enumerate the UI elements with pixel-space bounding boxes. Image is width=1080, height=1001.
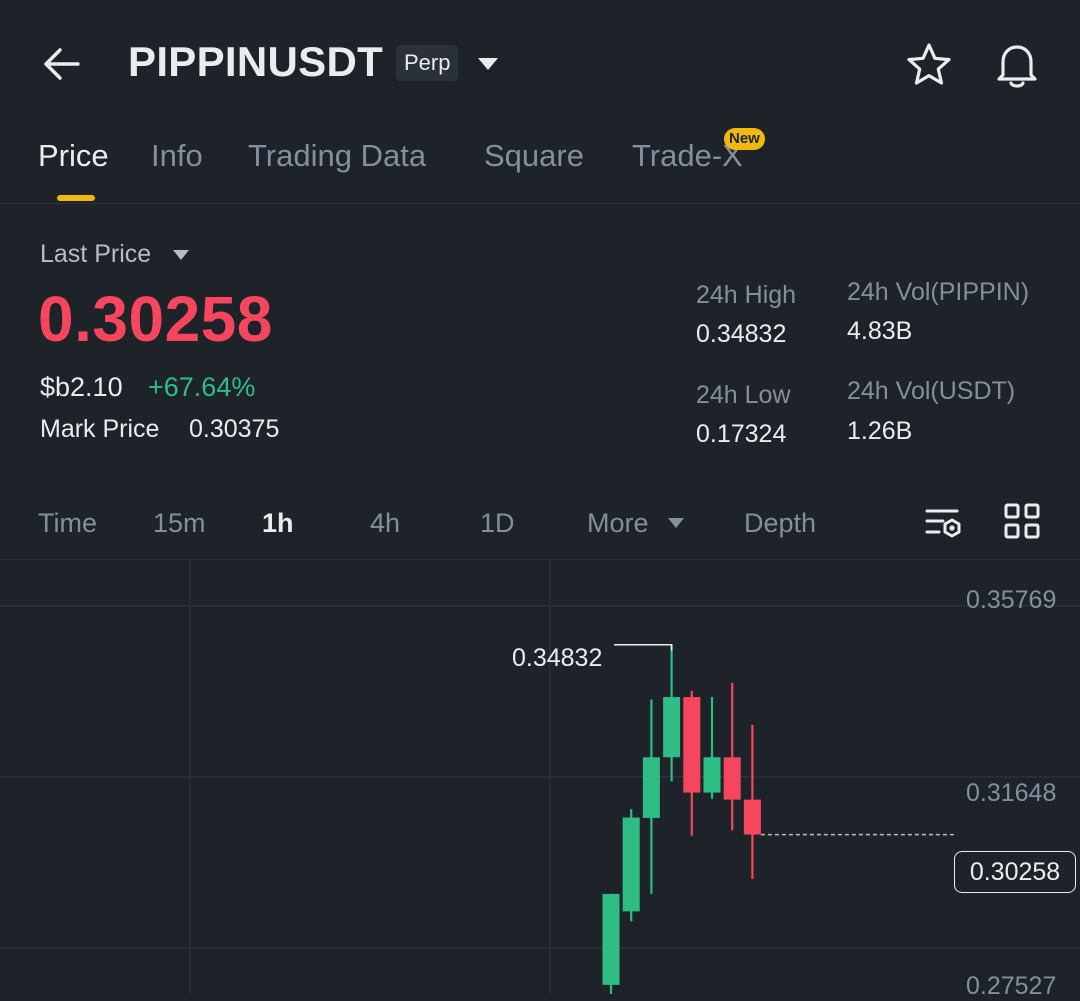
candle bbox=[622, 809, 640, 922]
candle bbox=[743, 724, 761, 879]
candle bbox=[703, 697, 721, 799]
candlestick-chart[interactable] bbox=[0, 560, 1080, 994]
candles bbox=[602, 644, 761, 994]
star-icon[interactable] bbox=[904, 40, 954, 90]
tab-info[interactable]: Info bbox=[151, 138, 203, 173]
caret-down-icon[interactable] bbox=[667, 517, 685, 529]
last-price-selector[interactable]: Last Price bbox=[40, 240, 152, 268]
last-price-value: 0.30258 bbox=[38, 283, 273, 355]
candle-body bbox=[622, 817, 640, 912]
vol-base-label: 24h Vol(PIPPIN) bbox=[847, 278, 1030, 306]
tab-trading-data[interactable]: Trading Data bbox=[248, 138, 427, 173]
high-24h-value: 0.34832 bbox=[696, 320, 787, 348]
candle-body bbox=[703, 757, 721, 793]
candle-body bbox=[602, 893, 620, 985]
candle-body bbox=[743, 799, 761, 835]
depth-tab[interactable]: Depth bbox=[744, 508, 817, 538]
high-24h-label: 24h High bbox=[696, 281, 797, 309]
tab-square[interactable]: Square bbox=[484, 138, 584, 173]
fiat-price: $b2.10 bbox=[40, 372, 123, 402]
timeframe-15m[interactable]: 15m bbox=[153, 508, 206, 538]
high-annotation-line bbox=[614, 643, 673, 651]
chart-settings-icon[interactable] bbox=[923, 505, 963, 541]
price-change-percent: +67.64% bbox=[148, 372, 256, 402]
y-axis-tick-label: 0.31648 bbox=[966, 779, 1057, 807]
timeframe-time[interactable]: Time bbox=[38, 508, 97, 538]
high-price-annotation: 0.34832 bbox=[512, 644, 603, 672]
divider bbox=[0, 203, 1080, 204]
current-price-marker: 0.30258 bbox=[954, 851, 1076, 893]
arrow-left-icon[interactable] bbox=[38, 40, 86, 88]
active-tab-indicator bbox=[57, 195, 95, 201]
y-axis-tick-label: 0.27527 bbox=[966, 972, 1057, 1000]
timeframe-1h[interactable]: 1h bbox=[262, 508, 294, 538]
vol-quote-label: 24h Vol(USDT) bbox=[847, 377, 1016, 405]
candle bbox=[723, 682, 741, 831]
candle bbox=[683, 690, 701, 836]
candle-body bbox=[642, 757, 660, 818]
mark-price-label: Mark Price bbox=[40, 415, 160, 443]
candle bbox=[663, 644, 681, 782]
timeframe-1d[interactable]: 1D bbox=[480, 508, 515, 538]
candle-body bbox=[683, 697, 701, 793]
candle-body bbox=[663, 697, 681, 758]
grid-icon[interactable] bbox=[1004, 503, 1040, 539]
vol-quote-value: 1.26B bbox=[847, 417, 913, 445]
candle-body bbox=[723, 757, 741, 800]
caret-down-icon[interactable] bbox=[476, 55, 500, 73]
y-axis-tick-label: 0.35769 bbox=[966, 586, 1057, 614]
timeframe-4h[interactable]: 4h bbox=[370, 508, 401, 538]
caret-down-icon[interactable] bbox=[172, 249, 190, 261]
vol-base-value: 4.83B bbox=[847, 317, 913, 345]
low-24h-label: 24h Low bbox=[696, 381, 791, 409]
low-24h-value: 0.17324 bbox=[696, 420, 787, 448]
symbol-title[interactable]: PIPPINUSDT bbox=[128, 38, 384, 85]
mark-price-value: 0.30375 bbox=[189, 415, 280, 443]
timeframe-more[interactable]: More bbox=[587, 508, 649, 538]
divider bbox=[0, 559, 1080, 560]
contract-type-badge: Perp bbox=[396, 45, 459, 81]
candle bbox=[602, 893, 620, 994]
candle bbox=[642, 699, 660, 894]
bell-icon[interactable] bbox=[992, 38, 1042, 90]
new-badge: New bbox=[724, 128, 765, 150]
chart-gridlines bbox=[0, 560, 1080, 994]
tab-price[interactable]: Price bbox=[38, 138, 109, 173]
